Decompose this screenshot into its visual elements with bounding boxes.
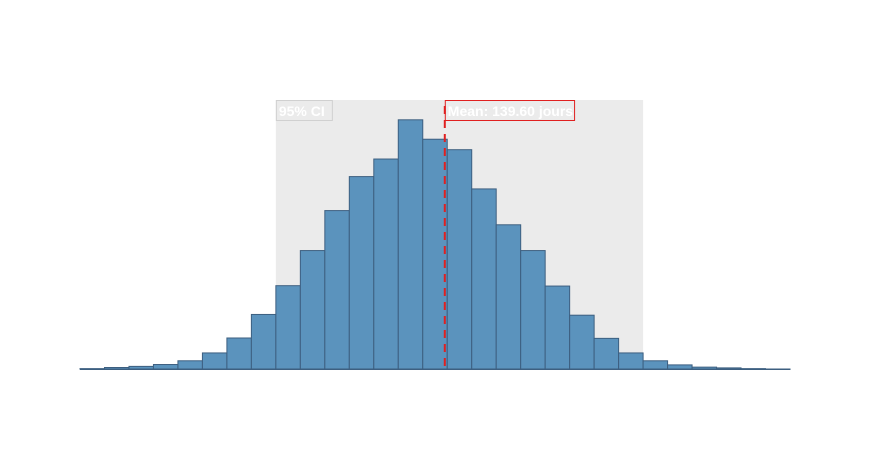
histogram-bar (348, 176, 375, 370)
histogram-bar (642, 360, 669, 370)
histogram-bar (250, 313, 277, 370)
histogram-bar (373, 158, 399, 370)
histogram-bar (324, 210, 350, 370)
histogram-bar (569, 314, 595, 370)
histogram-bar (299, 250, 326, 370)
histogram-bar (226, 337, 252, 370)
mean-label: Mean: 139.60 jours (448, 103, 573, 119)
histogram-bar (128, 365, 154, 370)
histogram-bar (520, 250, 546, 370)
histogram-bar (716, 367, 742, 370)
histogram-bar (177, 360, 203, 370)
histogram-bar (201, 352, 228, 370)
histogram-bar (667, 364, 693, 370)
histogram-bar (446, 149, 473, 370)
histogram-bar (275, 285, 301, 370)
histogram-bar (152, 364, 179, 370)
histogram-bar (422, 138, 448, 370)
ci-label-box (275, 100, 333, 121)
histogram-bar (544, 285, 571, 370)
histogram-bar (103, 367, 130, 370)
mean-label-box (444, 100, 576, 121)
ci-label: 95% CI (279, 103, 325, 119)
histogram-bar (593, 337, 620, 370)
histogram-bar (618, 352, 644, 370)
histogram-bar (495, 224, 522, 370)
histogram-bar (471, 188, 497, 370)
histogram-bar (691, 366, 718, 370)
histogram-bar (397, 119, 424, 370)
